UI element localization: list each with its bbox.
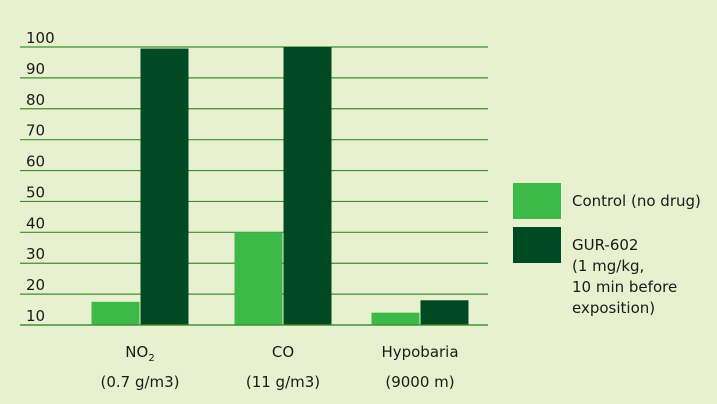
category-sublabel: (11 g/m3)	[246, 373, 320, 391]
bar	[140, 48, 189, 326]
legend-label: (1 mg/kg,	[572, 257, 644, 275]
bar	[283, 47, 332, 325]
category-label: Hypobaria	[381, 343, 458, 361]
bar	[91, 301, 140, 325]
legend-label: GUR-602	[572, 236, 638, 254]
legend-swatch-control	[513, 183, 561, 219]
y-tick-label: 10	[26, 307, 45, 325]
y-tick-label: 60	[26, 153, 45, 171]
y-tick-label: 40	[26, 214, 45, 232]
y-tick-label: 50	[26, 183, 45, 201]
bar	[371, 312, 420, 325]
legend-label: Control (no drug)	[572, 192, 701, 210]
category-name: NO	[125, 343, 148, 361]
y-tick-label: 30	[26, 245, 45, 263]
y-tick-label: 90	[26, 60, 45, 78]
category-name: CO	[272, 343, 294, 361]
bar	[420, 300, 469, 325]
category-sublabel: (9000 m)	[385, 373, 454, 391]
legend-label: exposition)	[572, 299, 655, 317]
legend-swatch-treated	[513, 227, 561, 263]
legend-label: 10 min before	[572, 278, 677, 296]
category-subscript: 2	[148, 353, 154, 364]
category-label: NO2	[125, 343, 154, 364]
y-tick-label: 70	[26, 122, 45, 140]
y-tick-label: 20	[26, 276, 45, 294]
y-tick-label: 80	[26, 91, 45, 109]
y-tick-label: 100	[26, 29, 55, 47]
category-sublabel: (0.7 g/m3)	[100, 373, 179, 391]
category-name: Hypobaria	[381, 343, 458, 361]
category-label: CO	[272, 343, 294, 361]
bar	[234, 232, 283, 325]
